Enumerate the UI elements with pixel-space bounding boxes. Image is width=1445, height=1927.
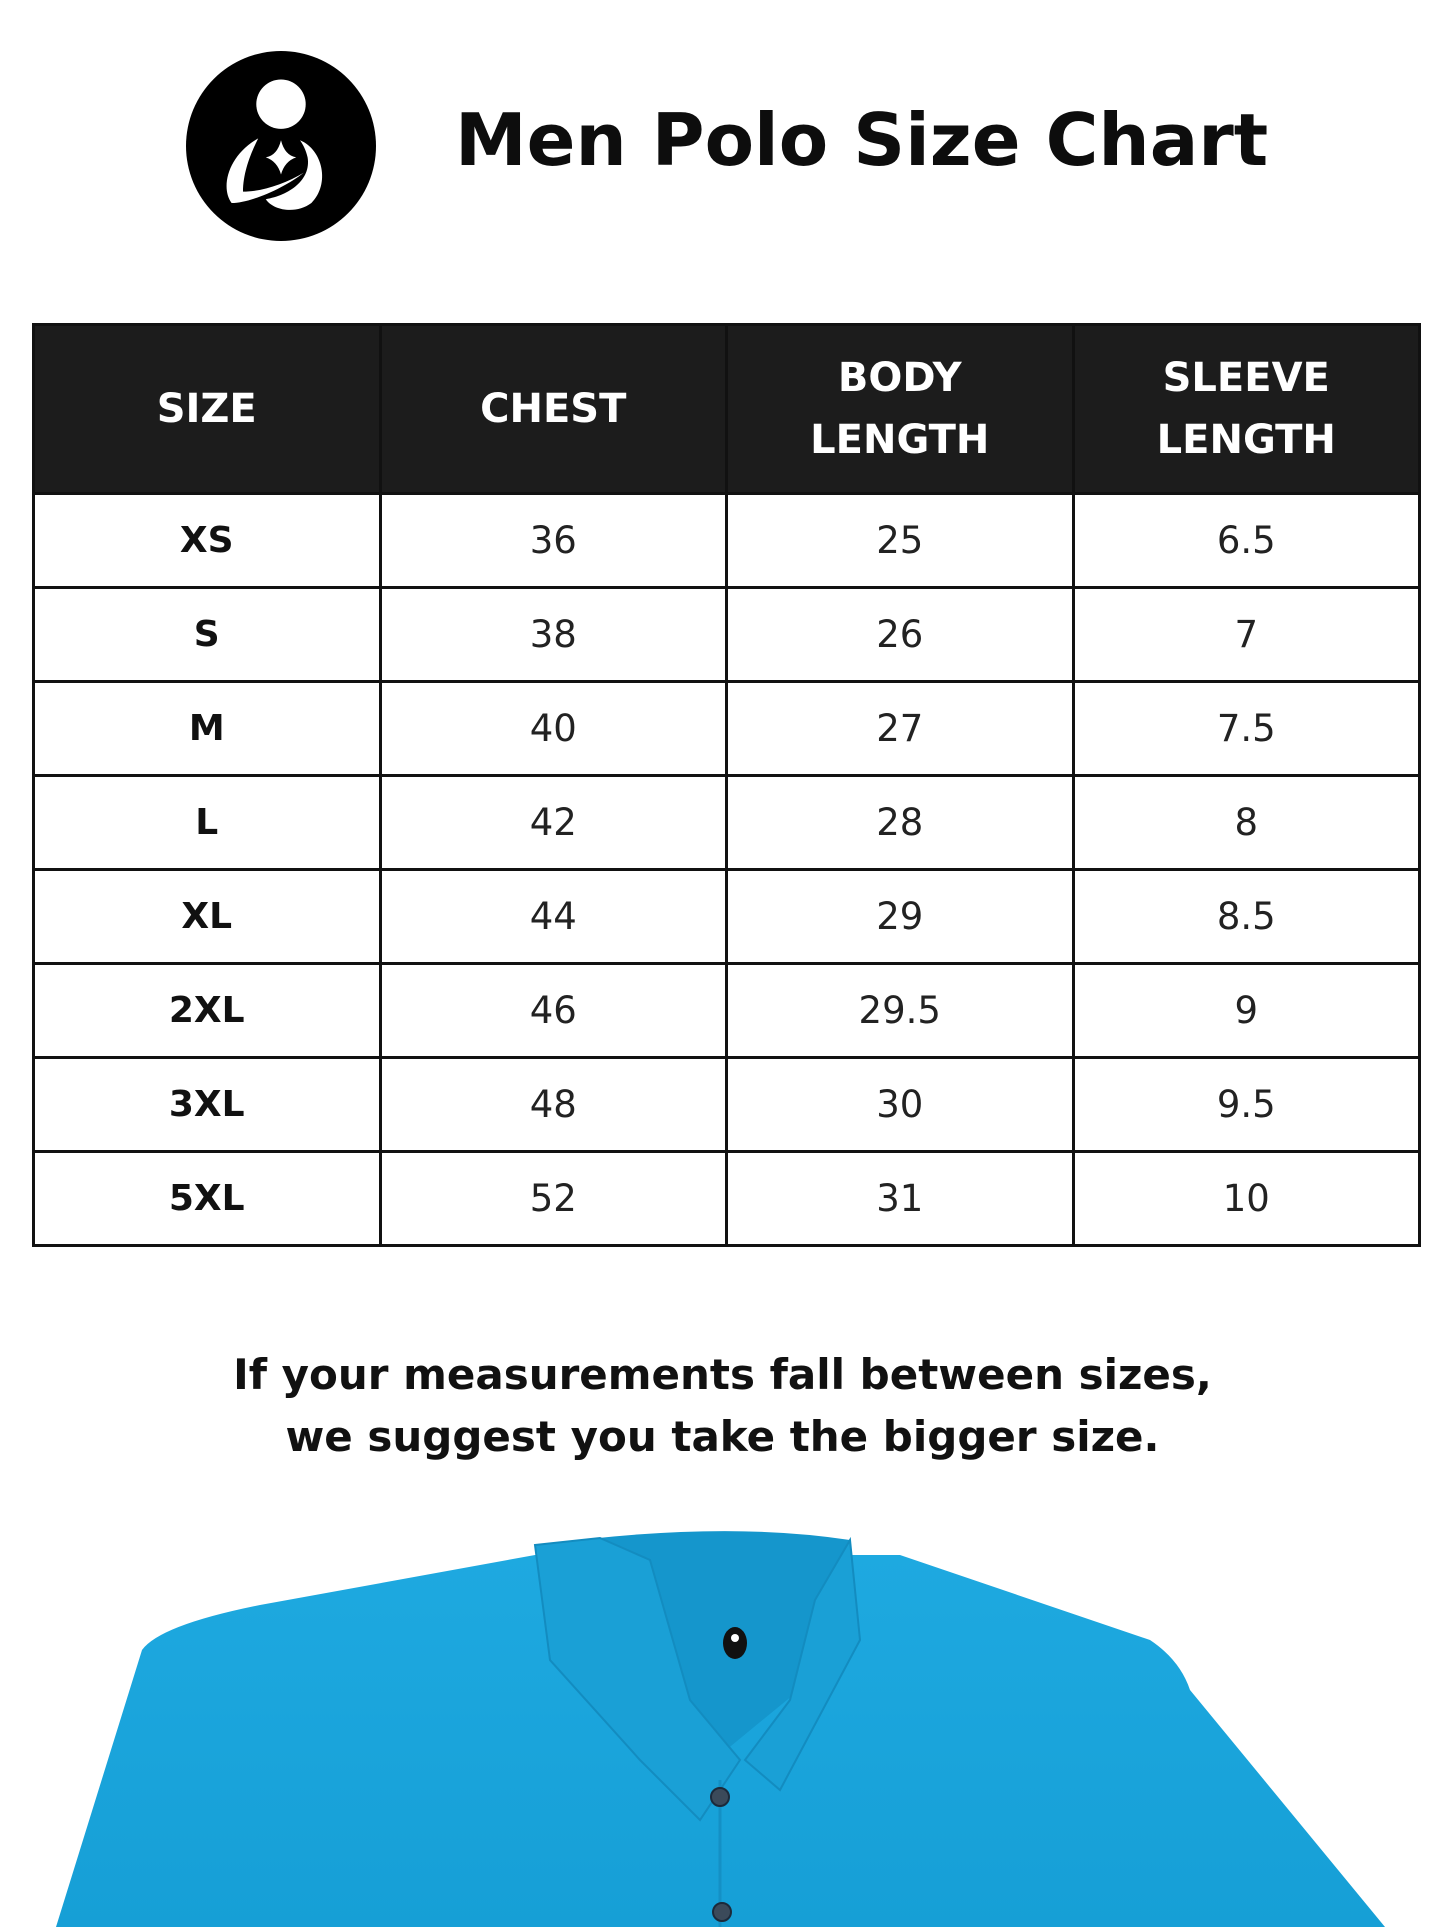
sizing-note-line-1: If your measurements fall between sizes, bbox=[233, 1350, 1212, 1399]
column-header-sleeve-length: SLEEVE LENGTH bbox=[1071, 323, 1421, 495]
chest-cell: 48 bbox=[378, 1056, 728, 1153]
body-length-cell: 30 bbox=[725, 1056, 1075, 1153]
size-cell: 5XL bbox=[32, 1150, 382, 1247]
table-header-row: SIZE CHEST BODY LENGTH SLEEVE LENGTH bbox=[32, 323, 1421, 495]
sleeve-length-cell: 8 bbox=[1071, 774, 1421, 871]
page-title: Men Polo Size Chart bbox=[455, 98, 1269, 182]
size-cell: XL bbox=[32, 868, 382, 965]
body-length-cell: 29 bbox=[725, 868, 1075, 965]
button-icon bbox=[712, 1902, 732, 1922]
chest-cell: 42 bbox=[378, 774, 728, 871]
chest-cell: 36 bbox=[378, 492, 728, 589]
sleeve-length-cell: 6.5 bbox=[1071, 492, 1421, 589]
table-row: 5XL 52 31 10 bbox=[32, 1150, 1421, 1247]
column-header-size: SIZE bbox=[32, 323, 382, 495]
brand-logo bbox=[186, 51, 376, 241]
sleeve-length-cell: 10 bbox=[1071, 1150, 1421, 1247]
brand-tag-icon bbox=[723, 1627, 747, 1659]
table-row: L 42 28 8 bbox=[32, 774, 1421, 871]
size-cell: XS bbox=[32, 492, 382, 589]
body-length-cell: 28 bbox=[725, 774, 1075, 871]
chest-cell: 44 bbox=[378, 868, 728, 965]
table-row: 3XL 48 30 9.5 bbox=[32, 1056, 1421, 1153]
size-chart-table: SIZE CHEST BODY LENGTH SLEEVE LENGTH XS 36 2… bbox=[32, 323, 1421, 1247]
sleeve-length-cell: 7.5 bbox=[1071, 680, 1421, 777]
chest-cell: 38 bbox=[378, 586, 728, 683]
sizing-note-line-2: we suggest you take the bigger size. bbox=[285, 1412, 1160, 1461]
size-cell: 3XL bbox=[32, 1056, 382, 1153]
table-row: XL 44 29 8.5 bbox=[32, 868, 1421, 965]
body-length-cell: 29.5 bbox=[725, 962, 1075, 1059]
chest-cell: 40 bbox=[378, 680, 728, 777]
chest-cell: 52 bbox=[378, 1150, 728, 1247]
table-row: M 40 27 7.5 bbox=[32, 680, 1421, 777]
size-cell: M bbox=[32, 680, 382, 777]
sleeve-length-cell: 7 bbox=[1071, 586, 1421, 683]
sleeve-length-cell: 9 bbox=[1071, 962, 1421, 1059]
button-icon bbox=[710, 1787, 730, 1807]
sleeve-length-cell: 8.5 bbox=[1071, 868, 1421, 965]
size-cell: L bbox=[32, 774, 382, 871]
size-cell: 2XL bbox=[32, 962, 382, 1059]
table-row: XS 36 25 6.5 bbox=[32, 492, 1421, 589]
body-length-cell: 25 bbox=[725, 492, 1075, 589]
size-cell: S bbox=[32, 586, 382, 683]
sleeve-length-cell: 9.5 bbox=[1071, 1056, 1421, 1153]
table-row: S 38 26 7 bbox=[32, 586, 1421, 683]
column-header-chest: CHEST bbox=[378, 323, 728, 495]
table-row: 2XL 46 29.5 9 bbox=[32, 962, 1421, 1059]
polo-shirt-image bbox=[56, 1531, 1385, 1927]
body-length-cell: 31 bbox=[725, 1150, 1075, 1247]
body-length-cell: 26 bbox=[725, 586, 1075, 683]
body-length-cell: 27 bbox=[725, 680, 1075, 777]
column-header-body-length: BODY LENGTH bbox=[725, 323, 1075, 495]
chest-cell: 46 bbox=[378, 962, 728, 1059]
